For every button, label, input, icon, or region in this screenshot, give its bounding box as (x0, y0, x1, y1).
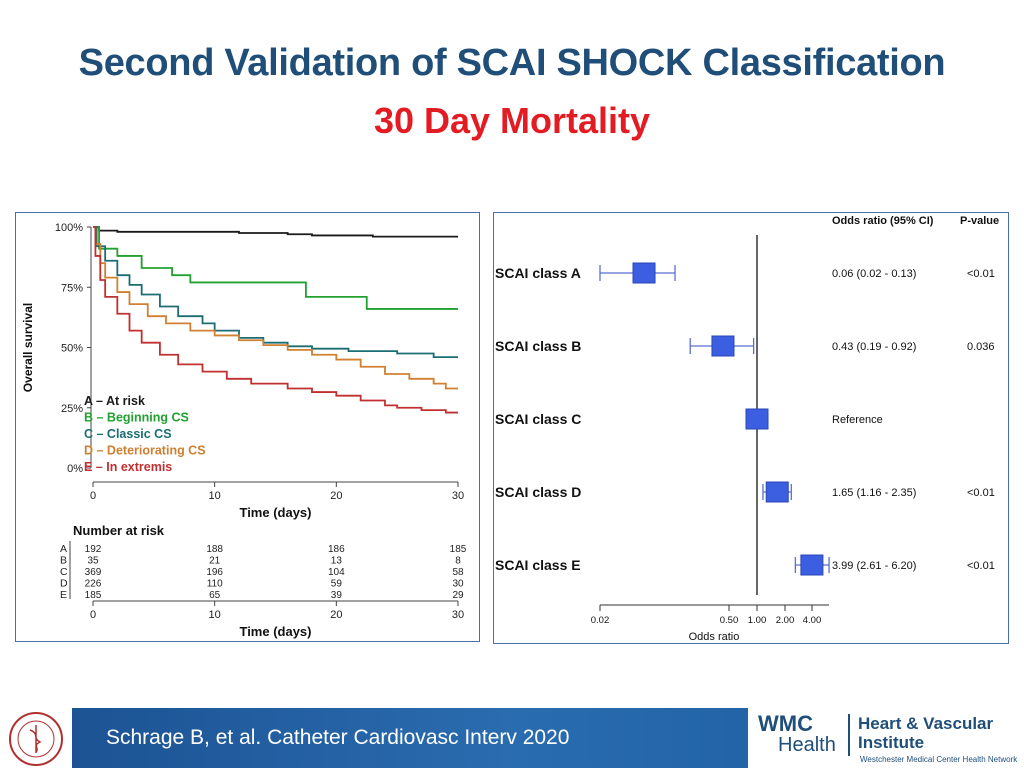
forest-x-tick-label: 1.00 (748, 615, 767, 626)
risk-table-x-tick-label: 0 (90, 609, 96, 621)
logo-network: Westchester Medical Center Health Networ… (860, 755, 1018, 764)
forest-header-or: Odds ratio (95% CI) (832, 215, 934, 227)
citation-text: Schrage B, et al. Catheter Cardiovasc In… (106, 726, 570, 749)
risk-table-cell: 13 (331, 556, 343, 567)
risk-table-x-label: Time (days) (239, 624, 311, 639)
risk-table-x-tick-label: 20 (330, 609, 342, 621)
km-curve-a (93, 226, 458, 238)
forest-point-marker (632, 262, 656, 284)
km-x-tick-label: 20 (330, 490, 342, 502)
risk-table-cell: 226 (85, 579, 102, 590)
forest-p-value: <0.01 (967, 268, 995, 280)
risk-table-row-label: C (60, 566, 68, 578)
risk-table-cell: 369 (85, 567, 102, 578)
forest-point-marker (800, 554, 824, 576)
risk-table-cell: 8 (455, 556, 461, 567)
forest-or-text: 1.65 (1.16 - 2.35) (832, 487, 916, 499)
risk-table-cell: 186 (328, 544, 345, 555)
forest-p-value: <0.01 (967, 560, 995, 572)
forest-x-tick-label: 4.00 (803, 615, 822, 626)
risk-table-cell: 39 (331, 590, 343, 601)
km-legend-item: E – In extremis (84, 460, 172, 474)
forest-x-tick-label: 2.00 (776, 615, 795, 626)
km-x-tick-label: 0 (90, 490, 96, 502)
logo-wmc-text: WMC (758, 711, 813, 736)
risk-table-x-tick-label: 30 (452, 609, 464, 621)
km-y-tick-label: 0% (67, 463, 83, 475)
risk-table-x-tick-label: 10 (209, 609, 221, 621)
risk-table-cell: 65 (209, 590, 221, 601)
km-curve-d (93, 226, 458, 390)
km-x-axis-label: Time (days) (239, 505, 311, 520)
forest-row-label: SCAI class A (495, 265, 581, 281)
medical-college-seal-icon (0, 708, 72, 768)
risk-table-cell: 188 (206, 544, 223, 555)
km-legend-item: C – Classic CS (84, 427, 172, 441)
km-legend-item: A – At risk (84, 394, 145, 408)
km-curve-c (93, 226, 458, 359)
risk-table-row-label: D (60, 578, 68, 590)
km-curve-e (93, 226, 458, 414)
km-y-axis-label: Overall survival (21, 303, 35, 392)
logo-health-text: Health (778, 734, 836, 756)
km-y-tick-label: 75% (61, 282, 83, 294)
risk-table-row-label: E (60, 589, 67, 601)
km-x-tick-label: 30 (452, 490, 464, 502)
km-y-tick-label: 100% (55, 222, 83, 234)
km-legend-item: B – Beginning CS (84, 411, 189, 425)
km-curve-b (93, 226, 458, 310)
risk-table-cell: 104 (328, 567, 345, 578)
risk-table-cell: 58 (452, 567, 464, 578)
risk-table-cell: 35 (87, 556, 99, 567)
km-y-tick-label: 50% (61, 343, 83, 355)
risk-table-title: Number at risk (73, 523, 165, 538)
risk-table-cell: 29 (452, 590, 464, 601)
footer-bar: Schrage B, et al. Catheter Cardiovasc In… (0, 708, 1024, 768)
risk-table-cell: 30 (452, 579, 464, 590)
forest-or-text: 3.99 (2.61 - 6.20) (832, 560, 916, 572)
forest-row-label: SCAI class B (495, 338, 581, 354)
forest-point-marker (745, 408, 769, 430)
km-legend-item: D – Deteriorating CS (84, 444, 206, 458)
forest-header-p: P-value (960, 215, 999, 227)
logo-divider (848, 714, 850, 756)
forest-row-label: SCAI class D (495, 484, 581, 500)
risk-table-cell: 196 (206, 567, 223, 578)
forest-x-tick-label: 0.02 (591, 615, 610, 626)
kaplan-meier-panel: 0% 25% 50% 75% 100% 0 10 20 30 Time (days) Overall… (15, 212, 480, 642)
risk-table-cell: 21 (209, 556, 221, 567)
wmc-logo: WMC Health Heart & Vascular Institute We… (748, 708, 1024, 768)
forest-x-tick-label: 0.50 (720, 615, 739, 626)
km-x-tick-label: 10 (209, 490, 221, 502)
forest-p-value: 0.036 (967, 341, 995, 353)
forest-or-text: 0.06 (0.02 - 0.13) (832, 268, 916, 280)
forest-row-label: SCAI class C (495, 411, 581, 427)
risk-table-row-label: A (60, 543, 67, 555)
slide-title: Second Validation of SCAI SHOCK Classifi… (78, 42, 946, 84)
risk-table-cell: 110 (207, 579, 223, 590)
forest-point-marker (765, 481, 789, 503)
forest-plot-chart: Odds ratio (95% CI) P-value SCAI class A 0.… (495, 215, 999, 643)
forest-row-label: SCAI class E (495, 557, 581, 573)
risk-table-cell: 185 (450, 544, 467, 555)
kaplan-meier-chart: 0% 25% 50% 75% 100% 0 10 20 30 Time (days) Overall… (21, 222, 467, 639)
risk-table-cell: 185 (85, 590, 102, 601)
slide-subtitle: 30 Day Mortality (373, 100, 651, 141)
risk-table-cell: 192 (85, 544, 102, 555)
forest-p-value: <0.01 (967, 487, 995, 499)
forest-or-text: 0.43 (0.19 - 0.92) (832, 341, 916, 353)
forest-plot-panel: Odds ratio (95% CI) P-value SCAI class A 0.… (493, 212, 1009, 644)
logo-line2: Institute (858, 733, 925, 752)
km-y-tick-label: 25% (61, 403, 83, 415)
risk-table-row-label: B (60, 555, 67, 567)
forest-point-marker (711, 335, 735, 357)
forest-x-axis-label: Odds ratio (689, 631, 740, 643)
risk-table-cell: 59 (331, 579, 343, 590)
forest-or-text: Reference (832, 414, 883, 426)
logo-line1: Heart & Vascular (858, 714, 994, 733)
